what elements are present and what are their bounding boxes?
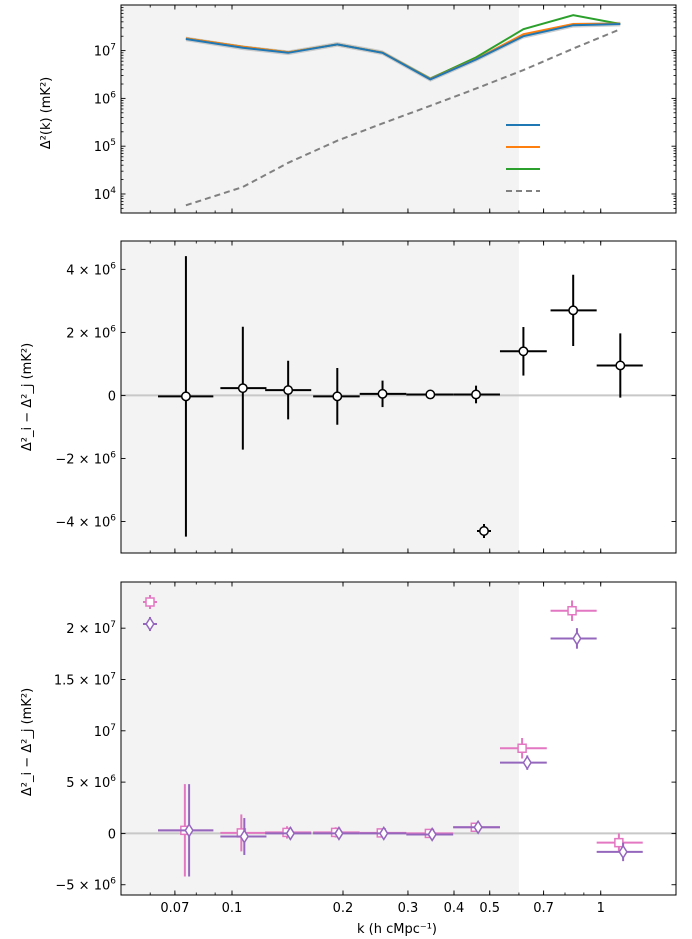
data-point-marker <box>479 526 489 536</box>
legend-panel-bot <box>143 595 157 632</box>
data-point-marker <box>522 755 532 771</box>
series-line-thermal-noise <box>185 28 621 207</box>
y-tick-label: 5 × 106 <box>66 774 116 791</box>
data-point <box>596 333 643 398</box>
yaxis-label-top: Δ²(k) (mK²) <box>39 77 54 149</box>
data-point-marker <box>237 383 248 394</box>
data-point-marker <box>180 391 191 402</box>
series-line-stokes-i-new <box>185 23 621 81</box>
plot-frame <box>120 581 677 896</box>
data-point <box>550 274 597 346</box>
data-point-marker <box>518 346 529 357</box>
series-stokes-i-old-new <box>158 256 643 537</box>
data-point-marker <box>517 743 527 753</box>
y-tick-label: 0 <box>108 827 116 842</box>
shaded-region <box>121 582 519 895</box>
data-point <box>453 385 500 404</box>
yaxis-label-bottom: Δ²_i − Δ²_j (mK²) <box>20 688 35 796</box>
x-tick-label: 1 <box>597 901 605 916</box>
x-tick-label: 0.07 <box>160 901 189 916</box>
data-point-marker <box>377 388 388 399</box>
data-point <box>550 628 597 649</box>
y-tick-label: 107 <box>94 723 116 740</box>
legend-top <box>506 124 540 192</box>
panel-power-spectrum: Δ²(k) (mK²) 104 105 106 107 <box>39 4 677 214</box>
y-tick-label: −4 × 106 <box>55 513 116 530</box>
data-point-marker <box>334 826 344 841</box>
data-point-marker <box>427 827 437 842</box>
data-point <box>158 256 214 537</box>
y-tick-label: 0 <box>108 389 116 404</box>
data-point <box>499 755 547 771</box>
yaxis-label-middle: Δ²_i − Δ²_j (mK²) <box>20 343 35 451</box>
data-point <box>550 600 597 621</box>
data-point-marker <box>615 360 626 371</box>
x-tick-label: 0.7 <box>533 901 554 916</box>
y-tick-label: 1.5 × 107 <box>54 671 116 688</box>
x-tick-label: 0.4 <box>444 901 465 916</box>
data-point-marker <box>239 829 250 844</box>
y-tick-label: 104 <box>94 186 117 203</box>
data-point-marker <box>379 826 389 841</box>
data-point <box>265 360 312 420</box>
x-tick-label: 0.1 <box>222 901 243 916</box>
y-tick-label: 4 × 106 <box>66 261 116 278</box>
y-tick-label: −5 × 106 <box>55 877 116 894</box>
data-point <box>313 826 360 841</box>
x-tick-label: 0.5 <box>479 901 500 916</box>
data-point <box>499 737 547 759</box>
plot-frame <box>120 4 677 214</box>
data-point-marker <box>572 631 582 646</box>
data-point <box>313 368 360 425</box>
data-point-marker <box>145 616 155 632</box>
shaded-region <box>121 5 519 213</box>
data-point <box>499 327 547 376</box>
data-point-marker <box>614 837 624 848</box>
panel-old-minus-new: Δ²_i − Δ²_j (mK²) 4 × 106 2 × 106 0 −2 × 10… <box>20 240 677 554</box>
series-stokes-i-point-old <box>158 628 643 877</box>
y-tick-label: 2 × 107 <box>66 620 116 637</box>
data-point-marker <box>184 822 194 838</box>
y-tick-label: 2 × 106 <box>66 324 116 341</box>
y-tick-label: 105 <box>94 138 116 155</box>
legend-panel-mid <box>477 524 491 538</box>
data-point-marker <box>568 305 579 316</box>
x-tick-label: 0.2 <box>333 901 354 916</box>
data-point-marker <box>285 826 296 841</box>
data-point-marker <box>145 597 155 607</box>
data-point <box>220 326 267 450</box>
xaxis-label: k (h cMpc⁻¹) <box>357 922 437 937</box>
data-point <box>359 380 407 408</box>
data-point <box>406 827 454 842</box>
data-point <box>265 826 312 841</box>
data-point <box>453 819 500 835</box>
plot-frame <box>120 240 677 554</box>
panel-point-differences: Δ²_i − Δ²_j (mK²) k (h cMpc⁻¹) 2 × 107 1.… <box>20 581 677 937</box>
svg-text:Δ²(k) (mK²): Δ²(k) (mK²) <box>39 77 54 149</box>
data-point-marker <box>567 605 577 616</box>
data-point <box>158 784 214 877</box>
y-tick-label: −2 × 106 <box>55 450 116 467</box>
svg-text:Δ²_i − Δ²_j (mK²): Δ²_i − Δ²_j (mK²) <box>20 343 35 451</box>
data-point-marker <box>283 385 294 396</box>
data-point-marker <box>471 389 481 400</box>
data-point <box>220 818 267 855</box>
data-point <box>406 389 454 400</box>
data-point-marker <box>618 844 628 860</box>
data-point-marker <box>425 389 436 400</box>
data-point-marker <box>473 819 483 835</box>
y-tick-label: 107 <box>94 43 116 60</box>
svg-text:Δ²_i − Δ²_j (mK²): Δ²_i − Δ²_j (mK²) <box>20 688 35 796</box>
data-point <box>359 826 407 841</box>
x-tick-label: 0.3 <box>398 901 419 916</box>
data-point-marker <box>332 391 343 402</box>
data-point <box>596 842 643 862</box>
y-tick-label: 106 <box>94 90 117 107</box>
